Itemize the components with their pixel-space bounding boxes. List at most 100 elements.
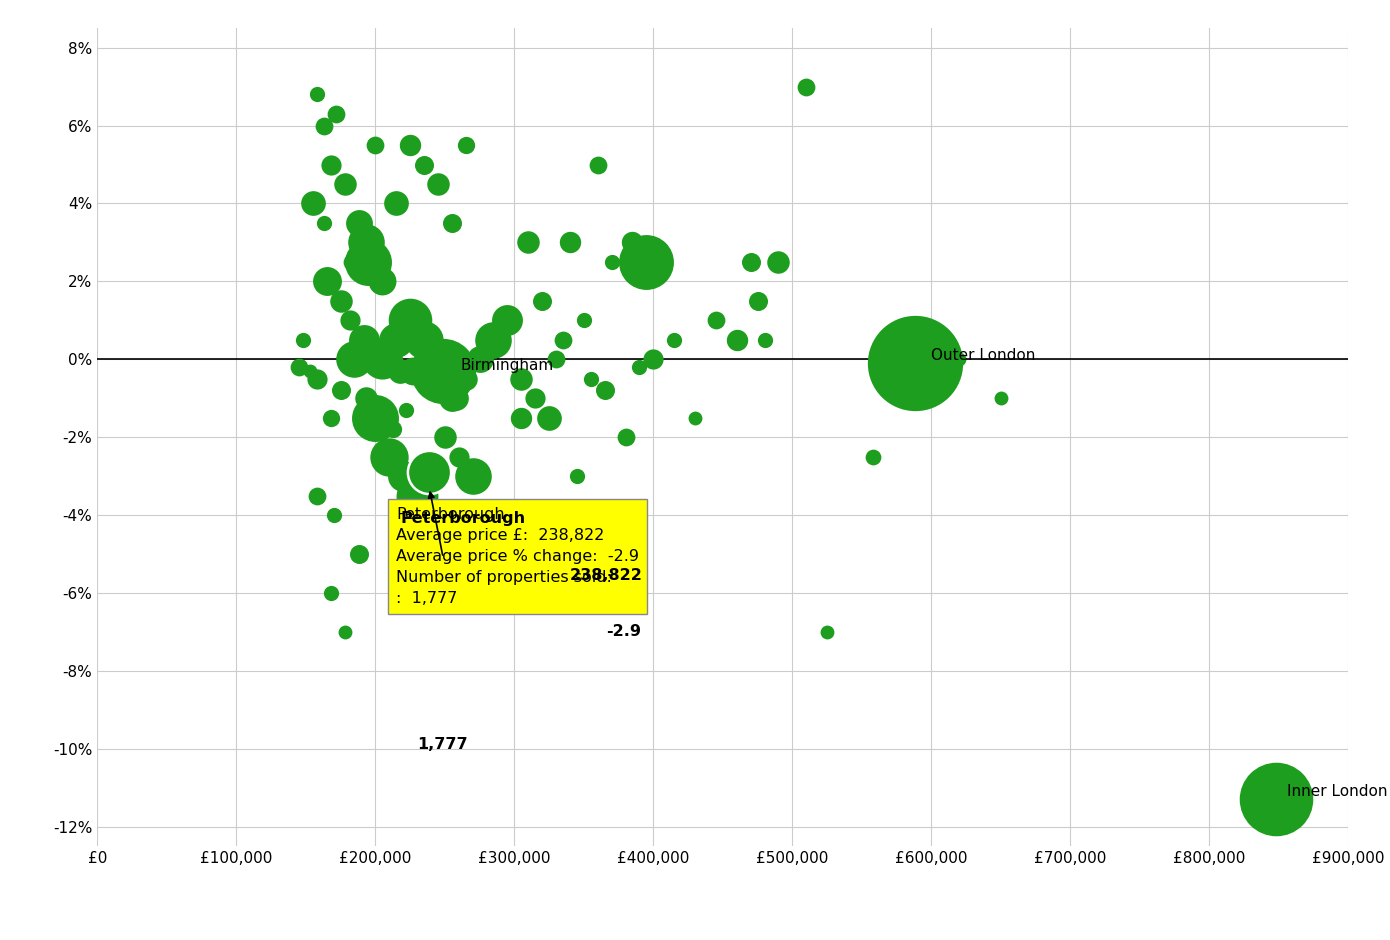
Point — [496, 313, 518, 328]
Point — [445, 391, 467, 406]
Point — [468, 352, 491, 367]
Text: 1,777: 1,777 — [417, 737, 467, 752]
Point — [348, 215, 370, 230]
Point — [431, 359, 453, 374]
Point — [461, 468, 484, 483]
Text: -2.9: -2.9 — [606, 624, 641, 639]
Text: Outer London: Outer London — [931, 348, 1036, 363]
Point — [320, 586, 342, 601]
Point — [517, 235, 539, 250]
Point — [587, 157, 609, 172]
Point — [353, 332, 375, 347]
Point — [545, 352, 567, 367]
Text: Peterborough
Average price £:  238,822
Average price % change:  -2.9
Number of p: Peterborough Average price £: 238,822 Av… — [396, 508, 639, 606]
Point — [482, 332, 505, 347]
Point — [816, 624, 838, 639]
Point — [538, 410, 560, 425]
Point — [432, 364, 455, 379]
Point — [594, 383, 616, 398]
Point — [371, 352, 393, 367]
Point — [406, 488, 428, 503]
Point — [531, 293, 553, 308]
Point — [510, 410, 532, 425]
Point — [371, 274, 393, 289]
Point — [334, 177, 356, 192]
Point — [862, 449, 884, 464]
Point — [510, 371, 532, 386]
Point — [339, 313, 361, 328]
Point — [334, 624, 356, 639]
Point — [399, 137, 421, 152]
Point — [399, 313, 421, 328]
Point — [552, 332, 574, 347]
Point — [904, 355, 926, 370]
Point — [302, 196, 324, 211]
Point — [320, 157, 342, 172]
Point — [705, 313, 727, 328]
Point — [573, 313, 595, 328]
Point — [948, 352, 970, 367]
Point — [341, 255, 363, 270]
Point — [427, 177, 449, 192]
Point — [559, 235, 581, 250]
Point — [434, 430, 456, 445]
Point — [489, 546, 512, 561]
Point — [600, 255, 623, 270]
Point — [402, 364, 424, 379]
Point — [354, 391, 377, 406]
Point — [767, 255, 790, 270]
Point — [524, 391, 546, 406]
Point — [566, 468, 588, 483]
Point — [299, 364, 321, 379]
Point — [418, 464, 441, 479]
Point — [382, 422, 404, 437]
Point — [348, 546, 370, 561]
Point — [746, 293, 769, 308]
Point — [420, 508, 442, 523]
Point — [292, 332, 314, 347]
Point — [413, 332, 435, 347]
Point — [343, 352, 366, 367]
Point — [448, 449, 470, 464]
Point — [1265, 791, 1287, 807]
Point — [329, 293, 352, 308]
Point — [413, 157, 435, 172]
Point — [313, 118, 335, 133]
Point — [726, 332, 748, 347]
Point — [357, 255, 379, 270]
Point — [621, 235, 644, 250]
Point — [753, 332, 776, 347]
Point — [325, 106, 348, 121]
Point — [354, 235, 377, 250]
Point — [642, 352, 664, 367]
Point — [427, 371, 449, 386]
Point — [385, 332, 407, 347]
Point — [739, 255, 762, 270]
Point — [628, 359, 651, 374]
Point — [306, 86, 328, 102]
Point — [418, 464, 441, 479]
Point — [441, 215, 463, 230]
Text: Inner London: Inner London — [1287, 784, 1387, 799]
Text: Peterborough: Peterborough — [400, 511, 525, 526]
Point — [795, 79, 817, 94]
Point — [320, 410, 342, 425]
Point — [395, 402, 417, 417]
Point — [475, 527, 498, 542]
Point — [441, 391, 463, 406]
Text: Birmingham: Birmingham — [460, 357, 553, 372]
Point — [614, 430, 637, 445]
Point — [417, 344, 439, 359]
Point — [316, 274, 338, 289]
Point — [455, 137, 477, 152]
Point — [389, 364, 411, 379]
Point — [455, 371, 477, 386]
Point — [364, 410, 386, 425]
Text: 238,822: 238,822 — [570, 568, 642, 583]
Point — [313, 215, 335, 230]
Point — [306, 371, 328, 386]
Point — [990, 391, 1012, 406]
Point — [364, 137, 386, 152]
Point — [378, 449, 400, 464]
Point — [322, 508, 345, 523]
